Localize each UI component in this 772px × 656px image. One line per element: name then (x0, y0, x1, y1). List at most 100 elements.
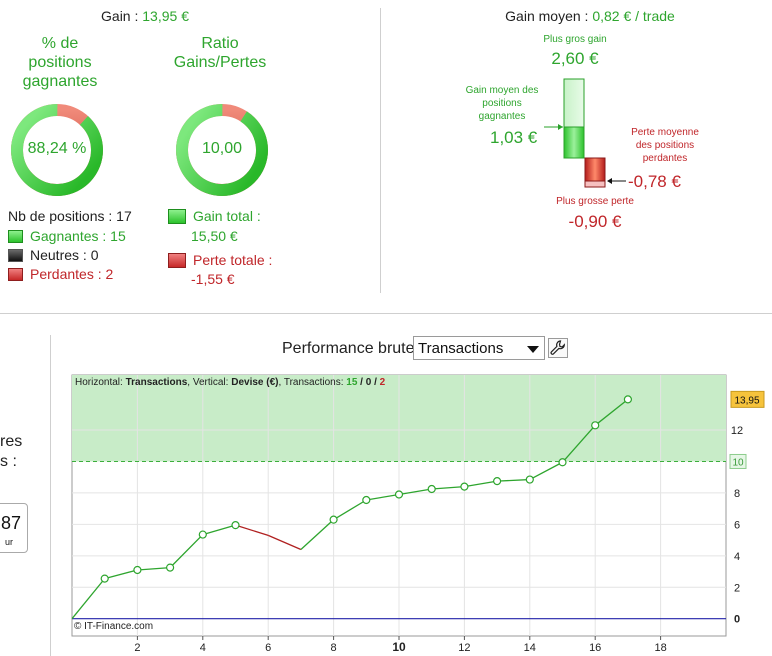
info-h-label: Horizontal: (75, 377, 123, 388)
info-h-value: Transactions (125, 377, 188, 388)
gain-arrow-head-icon (558, 124, 563, 130)
plus-grosse-perte-label: Plus grosse perte (556, 196, 634, 207)
gain-moyen-pos-label: Gain moyen des positions gagnantes (448, 84, 556, 123)
max-loss-bar (584, 180, 606, 188)
black-swatch-icon (8, 248, 23, 262)
wrench-icon (550, 340, 565, 355)
data-point (100, 574, 109, 583)
gain-moyen-pos-value: 1,03 € (490, 128, 538, 147)
top-divider (380, 8, 381, 293)
bottom-left-divider (50, 335, 51, 656)
data-point (133, 565, 142, 575)
perte-moyenne-value: -0,78 € (628, 172, 681, 191)
left-partial-line2: s : (0, 453, 17, 470)
gain-moyen-header: Gain moyen : 0,82 € / trade (440, 8, 740, 24)
y-tick-label: 6 (734, 519, 740, 531)
series-segment (464, 480, 498, 488)
y-tick-label: 4 (734, 551, 740, 563)
dropdown-value: Transactions (418, 340, 504, 357)
series-segment (71, 578, 106, 620)
transactions-dropdown[interactable]: Transactions (413, 336, 545, 360)
y-tick-label: 2 (734, 582, 740, 594)
data-point (362, 495, 371, 505)
pct-title: % de positions gagnantes (0, 34, 120, 91)
series-segment (529, 461, 563, 481)
gain-total-label: Gain total : (193, 208, 261, 224)
pct-title-line: gagnantes (22, 73, 98, 90)
plus-gros-gain-value: 2,60 € (551, 49, 599, 68)
chevron-down-icon (527, 346, 539, 353)
info-t-perte: 2 (379, 377, 386, 388)
ratio-donut (176, 104, 268, 197)
y-tick-label: 8 (734, 488, 740, 500)
data-point (623, 395, 633, 404)
pm-label-line: perdantes (642, 153, 688, 164)
series-segment (366, 493, 400, 501)
gain-header: Gain : 13,95 € (0, 8, 290, 24)
data-point (460, 482, 469, 491)
series-segment (398, 488, 432, 496)
gain-total-row: Gain total : (168, 208, 261, 224)
left-partial-small: ur (5, 537, 14, 547)
gagnantes-row: Gagnantes : 15 (8, 228, 126, 244)
info-sep: / (357, 377, 366, 388)
data-point (394, 490, 404, 499)
data-point (231, 521, 240, 530)
gmp-label-line: positions (482, 98, 522, 109)
gain-value: 13,95 € (142, 8, 189, 24)
gain-label: Gain : (101, 8, 139, 24)
gmp-label-line: gagnantes (478, 111, 526, 122)
series-segment (169, 534, 204, 569)
settings-button[interactable] (548, 338, 568, 358)
last-value-label: 13,95 (734, 395, 759, 406)
perte-moyenne-label: Perte moyenne des positions perdantes (610, 126, 720, 165)
info-t-label: , Transactions: (278, 377, 344, 388)
green-swatch-icon (8, 229, 23, 243)
pm-label-line: des positions (635, 140, 695, 151)
threshold-label: 10 (732, 457, 744, 468)
donut-win-ring (11, 104, 103, 196)
series-segment (562, 424, 596, 463)
loss-arrow-head-icon (607, 178, 612, 184)
neutres-text: Neutres : 0 (30, 247, 99, 263)
data-point (166, 563, 175, 572)
data-point (427, 484, 436, 494)
left-partial-box[interactable]: 87 ur (0, 503, 28, 553)
ratio-title-line: Ratio (201, 35, 239, 52)
gain-moyen-label: Gain moyen : (505, 8, 589, 24)
nb-positions-text: Nb de positions : 17 (8, 208, 132, 224)
plus-grosse-perte-value: -0,90 € (568, 212, 622, 231)
perte-total-row: Perte totale : (168, 252, 272, 268)
series-segment (137, 566, 171, 571)
bar-gauge (544, 78, 626, 188)
x-tick-label: 6 (265, 642, 271, 654)
x-tick-label: 14 (524, 642, 536, 654)
x-tick-label: 16 (589, 642, 601, 654)
info-v-label: , Vertical: (187, 377, 229, 388)
red-swatch-icon (168, 252, 186, 268)
pm-label-line: Perte moyenne (631, 127, 699, 138)
pct-title-line: positions (28, 54, 92, 71)
x-tick-label: 10 (392, 640, 406, 654)
green-swatch-icon (168, 208, 186, 224)
series-segment (267, 534, 302, 551)
perdantes-row: Perdantes : 2 (8, 266, 113, 282)
section-divider (0, 313, 772, 314)
perte-total-label: Perte totale : (193, 252, 273, 268)
donut-win-ring (176, 104, 268, 197)
data-point (525, 475, 534, 484)
red-swatch-icon (8, 267, 23, 281)
copyright: © IT-Finance.com (74, 621, 154, 632)
gain-moyen-value: 0,82 € / trade (592, 8, 675, 24)
pct-title-line: % de (41, 35, 79, 52)
avg-gain-bar (563, 126, 585, 159)
data-point (493, 477, 502, 486)
ratio-title-line: Gains/Pertes (173, 54, 267, 71)
threshold-badge (729, 453, 747, 469)
data-point (329, 515, 338, 524)
neutres-row: Neutres : 0 (8, 247, 98, 263)
series-segment (300, 519, 335, 551)
ratio-title: Ratio Gains/Pertes (160, 34, 280, 72)
data-point (198, 530, 207, 539)
